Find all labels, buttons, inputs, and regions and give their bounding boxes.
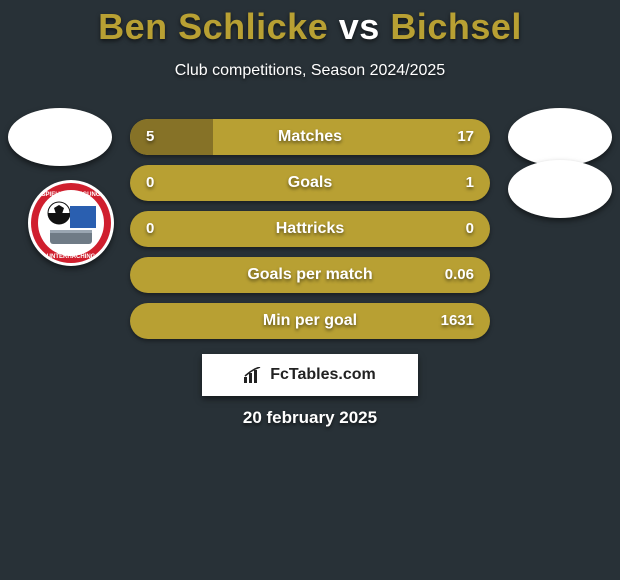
stat-rows: 5 Matches 17 0 Goals 1 0 Hattricks 0 Goa… [130,119,490,349]
club-badge-icon: SPIELVEREINIGUNG UNTERHACHING [28,180,114,266]
stat-right-value: 0.06 [445,257,474,293]
stat-row-min-per-goal: Min per goal 1631 [130,303,490,339]
stat-row-matches: 5 Matches 17 [130,119,490,155]
stat-fill [130,119,213,155]
stat-label: Goals [130,165,490,201]
team-crest-right-1 [508,108,612,166]
stat-left-value: 0 [146,211,154,247]
player2-name: Bichsel [390,6,522,47]
stat-left-value: 0 [146,165,154,201]
stat-row-goals-per-match: Goals per match 0.06 [130,257,490,293]
stat-label: Hattricks [130,211,490,247]
team-crest-right-2 [508,160,612,218]
svg-text:SPIELVEREINIGUNG: SPIELVEREINIGUNG [42,192,101,198]
subtitle: Club competitions, Season 2024/2025 [0,62,620,80]
stat-label: Goals per match [130,257,490,293]
bar-chart-icon [244,367,264,383]
comparison-title: Ben Schlicke vs Bichsel [0,0,620,48]
date: 20 february 2025 [0,408,620,428]
stat-right-value: 17 [457,119,474,155]
svg-text:UNTERHACHING: UNTERHACHING [47,254,96,260]
attribution: FcTables.com [202,354,418,396]
player1-name: Ben Schlicke [98,6,328,47]
stat-right-value: 1631 [441,303,474,339]
stat-label: Min per goal [130,303,490,339]
stat-right-value: 0 [466,211,474,247]
stat-row-goals: 0 Goals 1 [130,165,490,201]
stat-row-hattricks: 0 Hattricks 0 [130,211,490,247]
spvgg-unterhaching-badge: SPIELVEREINIGUNG UNTERHACHING [28,180,114,266]
vs-label: vs [339,6,380,47]
team-crest-left-1 [8,108,112,166]
stat-right-value: 1 [466,165,474,201]
attribution-text: FcTables.com [270,366,376,384]
